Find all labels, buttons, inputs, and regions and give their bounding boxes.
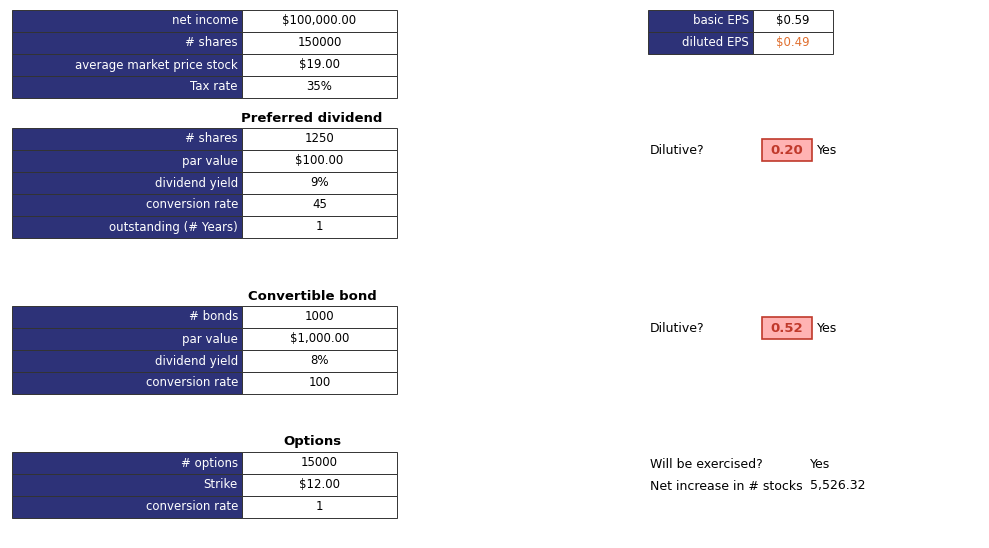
Text: 0.20: 0.20 [770, 144, 803, 157]
Bar [242, 150, 397, 172]
Text: diluted EPS: diluted EPS [682, 37, 749, 49]
Text: $12.00: $12.00 [299, 478, 340, 492]
Bar [242, 328, 397, 350]
Text: Convertible bond: Convertible bond [247, 289, 377, 302]
Text: net income: net income [172, 14, 238, 27]
Bar [242, 172, 397, 194]
Bar [12, 54, 242, 76]
Bar [12, 350, 242, 372]
Bar [242, 496, 397, 518]
Text: 1: 1 [315, 220, 323, 233]
Bar [648, 32, 753, 54]
Text: 1250: 1250 [305, 133, 334, 146]
Bar [648, 10, 753, 32]
Bar [12, 328, 242, 350]
Bar [12, 32, 242, 54]
Text: $0.49: $0.49 [776, 37, 810, 49]
Bar [242, 128, 397, 150]
Text: 100: 100 [309, 376, 330, 390]
Bar [242, 474, 397, 496]
Text: Preferred dividend: Preferred dividend [241, 111, 383, 124]
Text: Tax rate: Tax rate [191, 81, 238, 94]
Bar [242, 350, 397, 372]
Bar [12, 216, 242, 238]
Bar [12, 194, 242, 216]
Text: $19.00: $19.00 [299, 59, 340, 71]
Bar [242, 452, 397, 474]
Bar [753, 10, 833, 32]
Text: 0.52: 0.52 [770, 322, 803, 334]
Text: # shares: # shares [185, 37, 238, 49]
Text: Options: Options [283, 436, 341, 448]
Text: $100,000.00: $100,000.00 [283, 14, 357, 27]
Text: par value: par value [182, 333, 238, 345]
Text: Yes: Yes [817, 144, 838, 157]
Bar [762, 317, 812, 339]
Text: $0.59: $0.59 [776, 14, 810, 27]
Bar [12, 150, 242, 172]
Text: 150000: 150000 [298, 37, 341, 49]
Bar [242, 372, 397, 394]
Text: 15000: 15000 [301, 456, 338, 470]
Bar [12, 306, 242, 328]
Text: 1000: 1000 [305, 311, 334, 323]
Text: conversion rate: conversion rate [145, 500, 238, 513]
Text: $1,000.00: $1,000.00 [290, 333, 349, 345]
Bar [242, 32, 397, 54]
Bar [242, 76, 397, 98]
Bar [242, 216, 397, 238]
Text: outstanding (# Years): outstanding (# Years) [109, 220, 238, 233]
Text: # bonds: # bonds [189, 311, 238, 323]
Bar [12, 76, 242, 98]
Text: conversion rate: conversion rate [145, 198, 238, 212]
Bar [12, 10, 242, 32]
Text: Yes: Yes [810, 458, 830, 471]
Bar [12, 372, 242, 394]
Text: par value: par value [182, 155, 238, 168]
Text: Will be exercised?: Will be exercised? [650, 458, 763, 471]
Text: Dilutive?: Dilutive? [650, 322, 704, 334]
Text: dividend yield: dividend yield [154, 176, 238, 190]
Bar [753, 32, 833, 54]
Bar [762, 139, 812, 161]
Text: average market price stock: average market price stock [75, 59, 238, 71]
Text: 8%: 8% [311, 355, 328, 368]
Bar [12, 474, 242, 496]
Text: Net increase in # stocks: Net increase in # stocks [650, 480, 803, 493]
Text: # options: # options [181, 456, 238, 470]
Text: 9%: 9% [311, 176, 328, 190]
Text: Yes: Yes [817, 322, 838, 334]
Bar [242, 306, 397, 328]
Text: 1: 1 [315, 500, 323, 513]
Text: conversion rate: conversion rate [145, 376, 238, 390]
Text: # shares: # shares [185, 133, 238, 146]
Text: Strike: Strike [204, 478, 238, 492]
Text: basic EPS: basic EPS [693, 14, 749, 27]
Text: Dilutive?: Dilutive? [650, 144, 704, 157]
Text: 45: 45 [313, 198, 327, 212]
Bar [242, 10, 397, 32]
Text: 5,526.32: 5,526.32 [810, 480, 865, 493]
Text: dividend yield: dividend yield [154, 355, 238, 368]
Bar [12, 496, 242, 518]
Bar [12, 172, 242, 194]
Text: $100.00: $100.00 [296, 155, 343, 168]
Bar [242, 54, 397, 76]
Text: 35%: 35% [307, 81, 332, 94]
Bar [12, 128, 242, 150]
Bar [242, 194, 397, 216]
Bar [12, 452, 242, 474]
